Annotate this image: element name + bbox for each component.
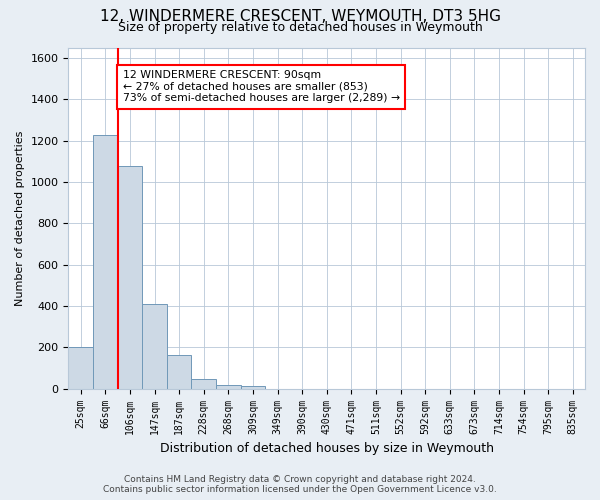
Text: 12 WINDERMERE CRESCENT: 90sqm
← 27% of detached houses are smaller (853)
73% of : 12 WINDERMERE CRESCENT: 90sqm ← 27% of d… (122, 70, 400, 103)
Bar (93, 136, 118, 388)
Bar (167, 354, 191, 388)
Y-axis label: Number of detached properties: Number of detached properties (15, 130, 25, 306)
Bar (191, 380, 216, 388)
Bar (68, 348, 93, 389)
Text: 12, WINDERMERE CRESCENT, WEYMOUTH, DT3 5HG: 12, WINDERMERE CRESCENT, WEYMOUTH, DT3 5… (100, 9, 500, 24)
Bar (216, 384, 241, 388)
Text: Size of property relative to detached houses in Weymouth: Size of property relative to detached ho… (118, 21, 482, 34)
Text: Contains HM Land Registry data © Crown copyright and database right 2024.
Contai: Contains HM Land Registry data © Crown c… (103, 474, 497, 494)
X-axis label: Distribution of detached houses by size in Weymouth: Distribution of detached houses by size … (160, 442, 494, 455)
Bar (142, 304, 167, 388)
Bar (241, 386, 265, 388)
Bar (118, 166, 142, 388)
